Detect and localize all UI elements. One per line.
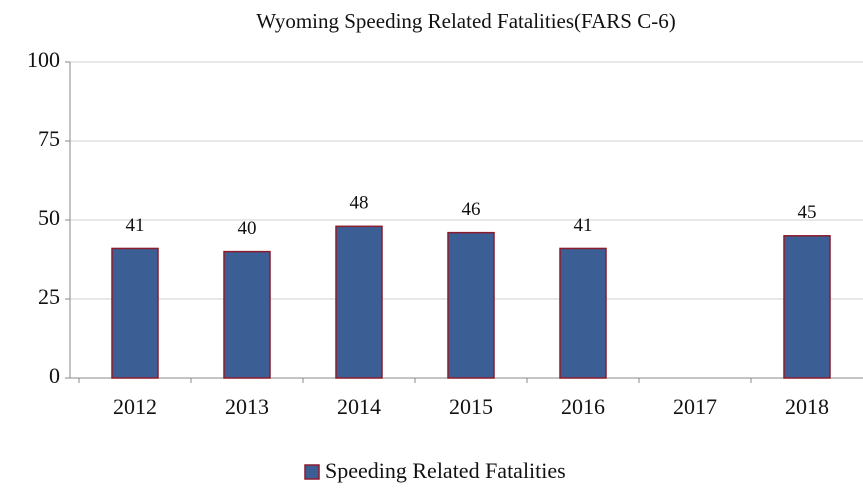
data-label: 45 <box>798 202 817 223</box>
data-label: 46 <box>462 199 481 220</box>
x-tick-label: 2015 <box>449 394 493 419</box>
data-label: 48 <box>350 193 369 214</box>
bar <box>223 250 271 379</box>
data-label: 40 <box>238 218 257 239</box>
bar <box>447 231 495 379</box>
y-tick-label: 25 <box>38 284 60 309</box>
data-label: 41 <box>126 215 145 236</box>
x-tick-label: 2012 <box>113 394 157 419</box>
bar <box>783 235 831 379</box>
bar <box>559 247 607 379</box>
chart-title: Wyoming Speeding Related Fatalities(FARS… <box>256 9 675 33</box>
y-tick-label: 0 <box>49 363 60 388</box>
x-tick-label: 2018 <box>785 394 829 419</box>
x-tick-label: 2013 <box>225 394 269 419</box>
y-tick-label: 100 <box>27 47 60 72</box>
y-tick-label: 50 <box>38 205 60 230</box>
x-tick-label: 2017 <box>673 394 717 419</box>
bar <box>335 225 383 379</box>
bar <box>111 247 159 379</box>
y-tick-label: 75 <box>38 126 60 151</box>
x-tick-label: 2014 <box>337 394 381 419</box>
x-tick-label: 2016 <box>561 394 605 419</box>
legend-label: Speeding Related Fatalities <box>325 458 566 483</box>
legend-swatch <box>304 464 320 480</box>
data-label: 41 <box>574 215 593 236</box>
